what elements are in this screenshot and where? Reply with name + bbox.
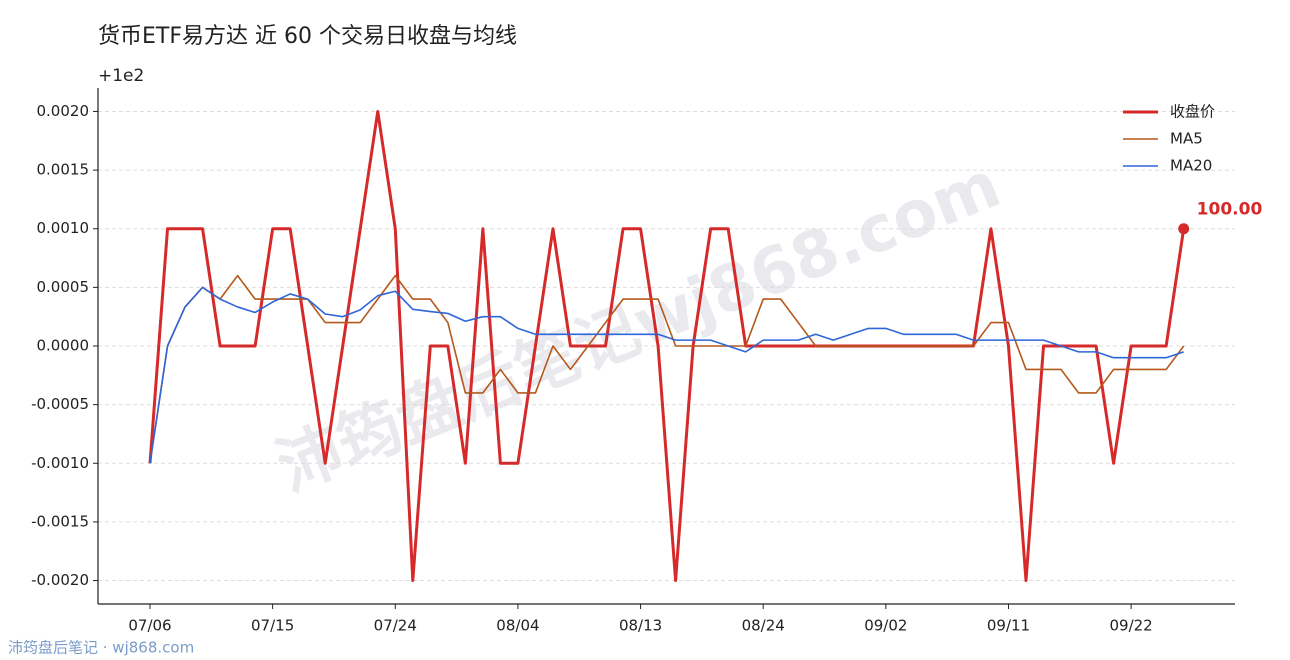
legend-label: MA20 [1170,157,1212,175]
watermark: 沛筠盘后笔记wj868.com [267,148,1010,506]
y-tick-label: 0.0010 [37,219,90,237]
x-tick-label: 07/15 [251,617,294,635]
x-tick-label: 09/02 [864,617,907,635]
x-tick-label: 08/24 [742,617,785,635]
y-tick-label: -0.0010 [31,454,89,472]
y-tick-label: 0.0015 [37,161,90,179]
last-point [1178,223,1190,235]
y-tick-label: 0.0020 [37,102,90,120]
series-line [149,274,1185,464]
x-tick-label: 09/22 [1110,617,1153,635]
series-line [149,286,1184,464]
legend-label: 收盘价 [1170,103,1215,121]
x-tick-label: 08/13 [619,617,662,635]
y-tick-label: -0.0015 [31,512,89,530]
x-tick-label: 08/04 [496,617,539,635]
chart-title: 货币ETF易方达 近 60 个交易日收盘与均线 [98,24,517,49]
legend-label: MA5 [1170,130,1203,148]
series-line [148,109,1186,583]
x-tick-label: 07/06 [128,617,171,635]
footer: 沛筠盘后笔记 · wj868.com [8,639,194,657]
y-tick-label: 0.0005 [37,278,90,296]
y-tick-label: -0.0005 [31,395,89,413]
x-tick-label: 09/11 [987,617,1030,635]
annotation: 100.00 [1197,200,1263,220]
y-tick-label: 0.0000 [37,337,90,355]
y-tick-label: -0.0020 [31,571,89,589]
x-tick-label: 07/24 [374,617,417,635]
y-offset-label: +1e2 [98,66,144,86]
